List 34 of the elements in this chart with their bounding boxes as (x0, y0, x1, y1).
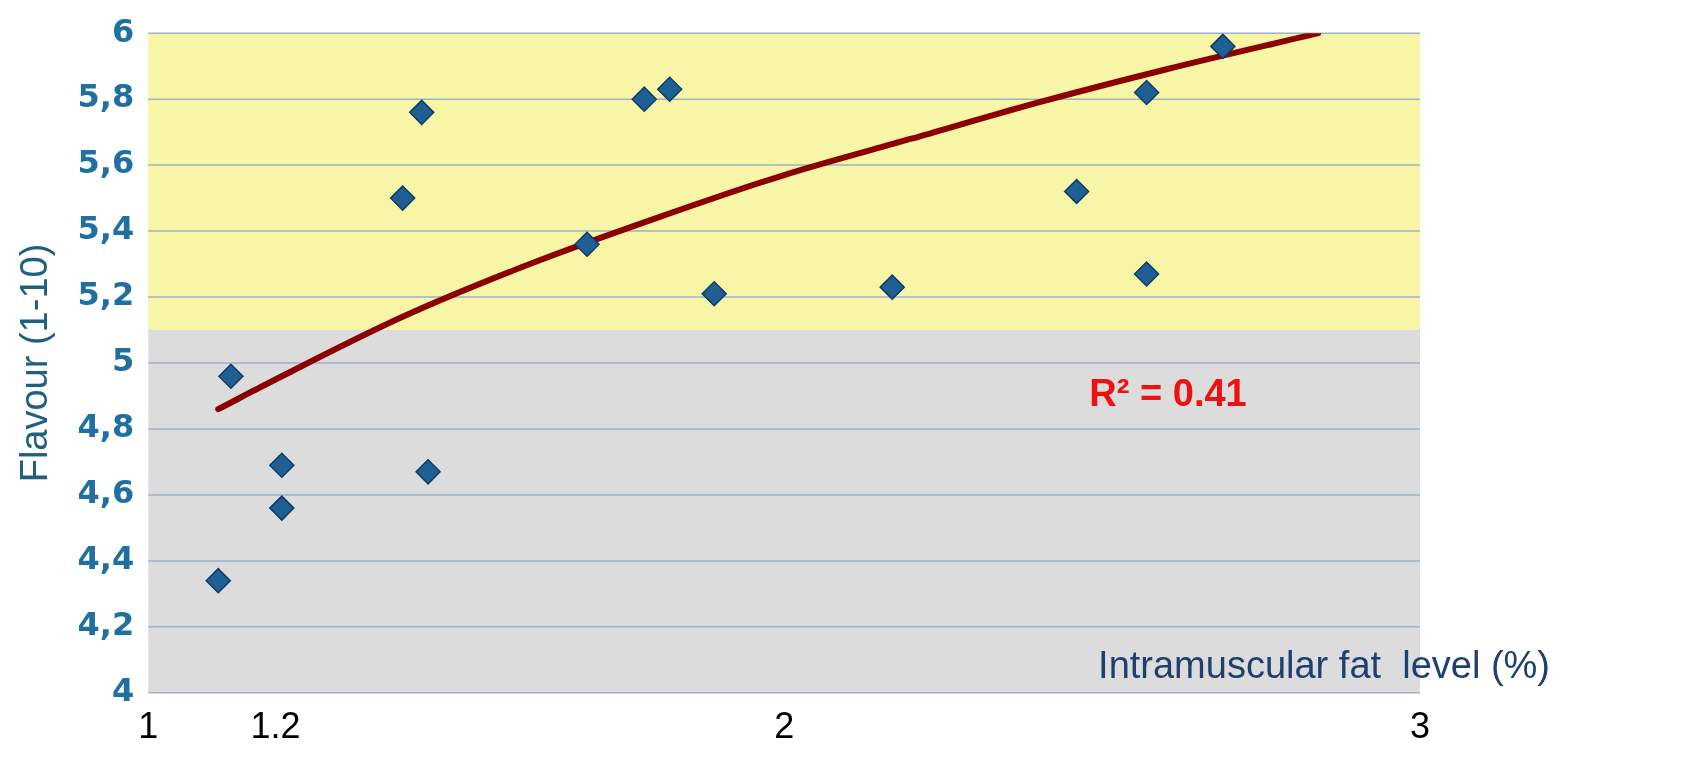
y-tick-label: 5,6 (77, 143, 135, 182)
point (879, 274, 905, 300)
y-tick-label: 6 (112, 11, 135, 50)
y-tick-label: 4,6 (77, 473, 135, 512)
point (269, 495, 295, 521)
point (1133, 79, 1160, 106)
y-tick-label: 5,8 (77, 77, 135, 116)
y-axis-title: Flavour (1-10) (13, 243, 56, 483)
point (631, 86, 658, 112)
y-tick-label: 4,4 (77, 539, 135, 578)
point (389, 185, 416, 211)
annotation: R² = 0.41 (1089, 372, 1247, 415)
y-tick-label: 4,8 (77, 407, 135, 446)
x-tick-label: 1.2 (250, 705, 301, 747)
point (415, 459, 441, 485)
point (1063, 178, 1090, 205)
point (269, 452, 295, 478)
point (408, 99, 435, 126)
y-tick-label: 4 (112, 671, 135, 710)
y-tick-label: 5,4 (77, 209, 135, 248)
point (656, 76, 683, 103)
y-tick-label: 4,2 (77, 605, 135, 644)
point (1133, 261, 1160, 287)
x-tick-label: 2 (774, 705, 795, 747)
point (1210, 33, 1236, 60)
y-tick-label: 5 (112, 341, 135, 380)
x-axis-title: Intramuscular fat level (%) (1098, 644, 1550, 687)
point (574, 231, 600, 258)
point (218, 363, 244, 389)
x-tick-label: 1 (138, 705, 159, 747)
y-tick-label: 5,2 (77, 275, 135, 314)
x-tick-label: 3 (1409, 705, 1431, 747)
point (701, 280, 727, 307)
point (205, 567, 231, 594)
